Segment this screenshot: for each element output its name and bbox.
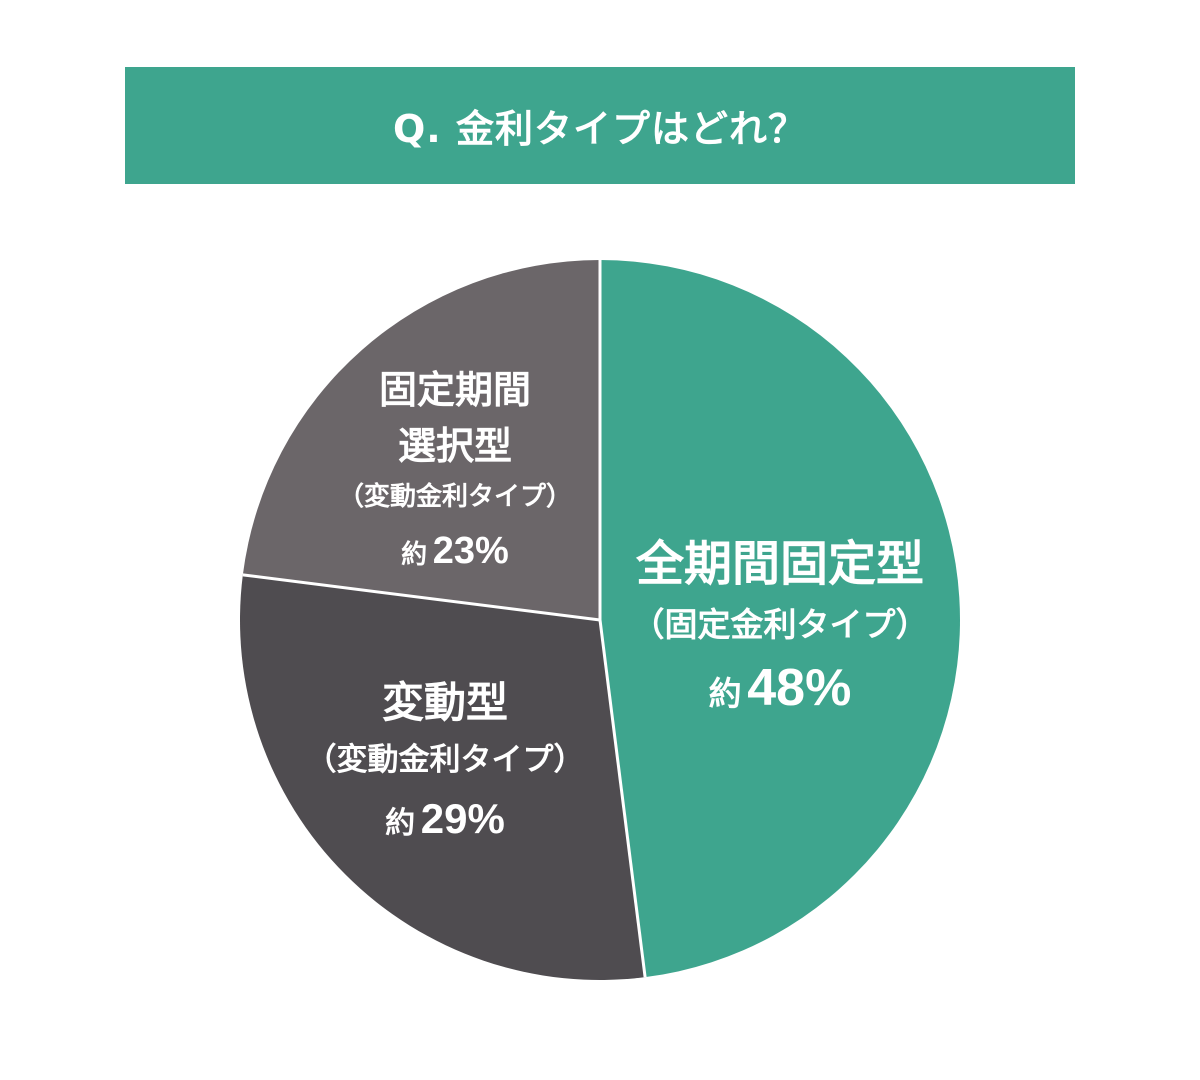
slice-pct-variable: 29%	[420, 795, 505, 842]
pie-slice-fixed	[600, 260, 961, 978]
slice-name-fixed: 全期間固定型	[635, 536, 924, 592]
pie-slice-variable	[240, 574, 646, 980]
slice-sub-variable: （変動金利タイプ）	[305, 742, 585, 778]
slice-label-fixed: 全期間固定型 （固定金利タイプ） 約 48%	[632, 530, 929, 736]
pie-slice-period	[242, 260, 600, 620]
slice-divider-2	[242, 573, 601, 622]
title-bar: Q. 金利タイプはどれ？	[125, 67, 1075, 184]
slice-name-period-line1: 固定期間	[378, 368, 532, 412]
slice-label-variable: 変動型 （変動金利タイプ） 約 29%	[306, 672, 585, 861]
slice-name-period-line2: 選択型	[397, 424, 513, 468]
slice-sub-period: （変動金利タイプ）	[337, 482, 573, 512]
slice-name-variable: 変動型	[381, 678, 508, 727]
approx-label: 約	[401, 540, 428, 570]
slice-pct-line-period: 約 23%	[338, 520, 572, 589]
slice-divider-1	[598, 619, 647, 978]
slice-pct-period: 23%	[432, 530, 509, 572]
slice-label-period: 固定期間 選択型 （変動金利タイプ） 約 23%	[338, 362, 572, 589]
slice-sub-fixed: （固定金利タイプ）	[631, 605, 929, 644]
approx-label: 約	[385, 806, 416, 841]
chart-title: Q. 金利タイプはどれ？	[393, 107, 807, 151]
slice-pct-line-fixed: 約 48%	[632, 652, 929, 736]
slice-pct-fixed: 48%	[747, 659, 852, 717]
approx-label: 約	[708, 674, 742, 713]
slice-pct-line-variable: 約 29%	[306, 786, 585, 861]
